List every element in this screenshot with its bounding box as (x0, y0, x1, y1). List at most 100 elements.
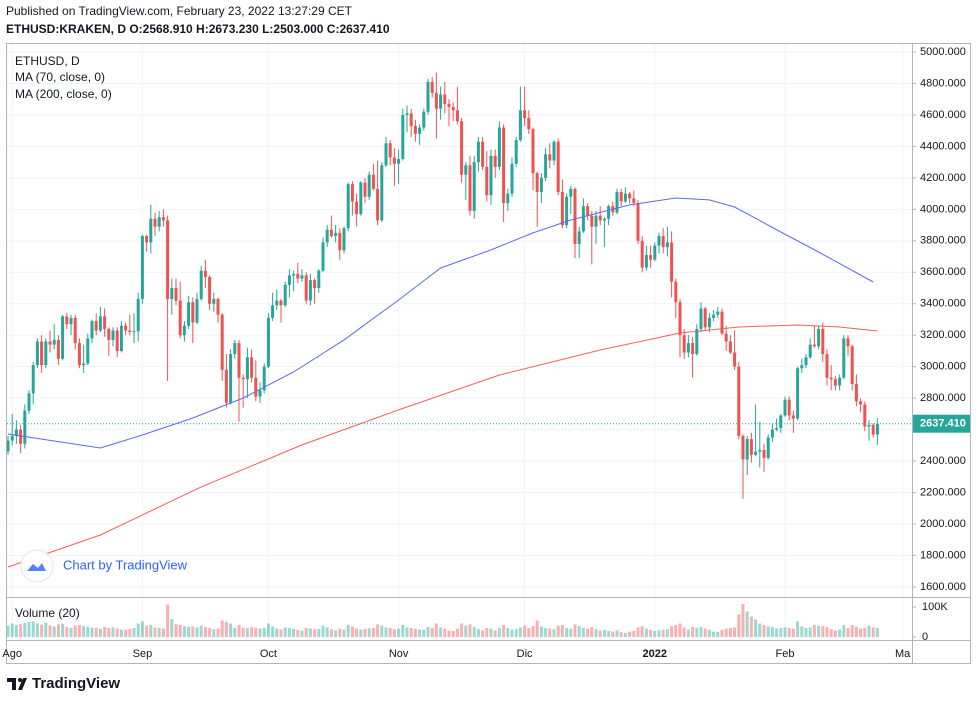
volume-bar (518, 627, 522, 637)
candle-body (166, 220, 170, 300)
candle-body (783, 399, 787, 416)
y-tick-label: 4400.000 (920, 140, 966, 152)
volume-bar (430, 628, 434, 637)
symbol-line: ETHUSD:KRAKEN, D O:2568.910 H:2673.230 L… (6, 22, 390, 36)
candle-body (657, 236, 661, 246)
volume-bar (619, 632, 623, 637)
volume-bar (275, 628, 279, 637)
candle-body (157, 217, 161, 227)
candle-body (275, 300, 279, 306)
volume-bar (653, 631, 657, 637)
volume-bar (552, 629, 556, 637)
candle-body (481, 141, 485, 167)
candle-body (359, 182, 363, 215)
candle-body (850, 346, 854, 384)
volume-bar (485, 628, 489, 637)
candle-body (14, 429, 18, 436)
volume-bar (863, 628, 867, 637)
candle-body (119, 325, 123, 351)
volume-bar (397, 628, 401, 637)
candle-body (124, 325, 128, 331)
x-tick-label: Ago (2, 648, 22, 660)
candle-body (640, 240, 644, 268)
candle-body (338, 232, 342, 251)
volume-bar (812, 625, 816, 637)
candle-body (825, 354, 829, 378)
candle-body (460, 121, 464, 175)
volume-bar (796, 621, 800, 637)
x-tick-label: Nov (389, 648, 409, 660)
candle-body (7, 440, 10, 452)
volume-bar (119, 629, 123, 637)
candle-body (371, 174, 375, 189)
volume-bar (661, 629, 665, 637)
volume-bar (187, 626, 191, 637)
candle-body (325, 229, 329, 243)
candle-body (384, 143, 388, 166)
volume-bar (350, 626, 354, 637)
candle-body (77, 343, 81, 366)
volume-bar (733, 627, 737, 637)
candle-body (430, 81, 434, 93)
candle-body (754, 451, 758, 455)
volume-bar (623, 632, 627, 637)
candle-body (598, 215, 602, 221)
candle-body (69, 317, 73, 325)
candle-body (615, 192, 619, 213)
candle-body (716, 311, 720, 315)
candle-body (413, 125, 417, 134)
grid (7, 44, 912, 640)
volume-bar (455, 628, 459, 637)
volume-bar (191, 626, 195, 637)
footer-text: TradingView (32, 675, 120, 692)
candle-body (220, 314, 224, 370)
candle-body (489, 155, 493, 196)
volume-bar (657, 630, 661, 637)
volume-bar (254, 627, 258, 637)
volume-bar (359, 629, 363, 637)
candle-body (44, 341, 48, 366)
candle-body (401, 114, 405, 160)
candle-body (539, 177, 543, 193)
candle-body (23, 410, 27, 444)
candle-body (329, 229, 333, 237)
volume-bar (791, 628, 795, 637)
volume-bar (262, 628, 266, 637)
candle-body (812, 344, 816, 347)
volume-bar (94, 628, 98, 637)
candle-body (506, 193, 510, 204)
volume-bar (304, 628, 308, 637)
candle-body (136, 299, 140, 332)
volume-bar (628, 631, 632, 637)
candle-body (367, 174, 371, 197)
candle-body (443, 94, 447, 104)
volume-bar (182, 626, 186, 637)
candle-body (107, 328, 111, 340)
volume-bar (787, 628, 791, 637)
volume-bar (833, 630, 837, 637)
candle-body (560, 192, 564, 226)
volume-bar (355, 628, 359, 637)
candle-body (817, 328, 821, 347)
volume-bar (212, 629, 216, 637)
volume-bar (775, 628, 779, 637)
candle-body (178, 300, 182, 336)
x-tick-label: 2022 (643, 648, 667, 660)
volume-bar (598, 630, 602, 637)
volume-bar (569, 628, 573, 637)
y-tick-label: 5000.000 (920, 46, 966, 58)
candle-body (170, 288, 174, 300)
candle-body (548, 154, 552, 161)
candle-body (565, 196, 569, 226)
candle-body (510, 163, 514, 194)
candle-body (103, 316, 107, 329)
volume-bar (804, 628, 808, 637)
candle-body (115, 330, 119, 351)
candle-body (258, 390, 262, 397)
volume-bar (464, 625, 468, 637)
volume-legend: Volume (20) (15, 606, 80, 620)
plot-area (7, 72, 912, 637)
candle-body (518, 110, 522, 141)
volume-bar (342, 629, 346, 637)
candle-body (65, 316, 69, 325)
